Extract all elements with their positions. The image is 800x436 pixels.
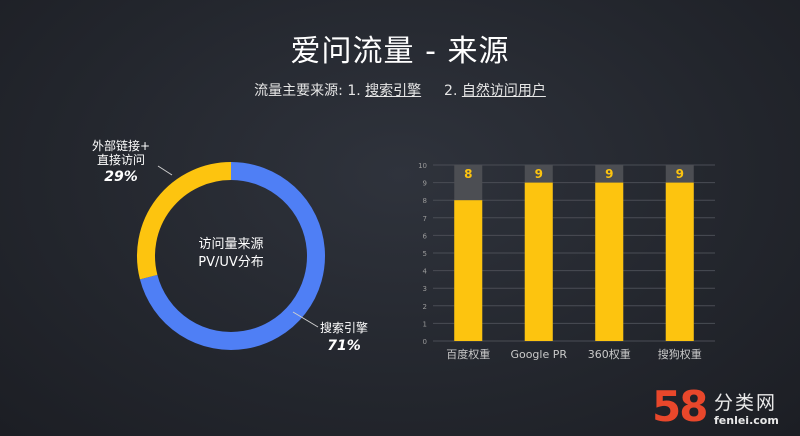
- slice-value-search: 71%: [327, 338, 361, 354]
- bar: [454, 200, 483, 341]
- y-tick-label: 10: [418, 162, 427, 170]
- bar: [524, 182, 553, 341]
- label-leader-external: [157, 165, 173, 176]
- slice-label-search: 搜索引擎: [320, 320, 368, 335]
- subtitle-prefix: 流量主要来源:: [254, 83, 343, 99]
- bar: [665, 182, 694, 341]
- x-category-label: 360权重: [588, 347, 631, 361]
- watermark-logo: 58 分类网 fenlei.com: [652, 382, 792, 434]
- bar-value-label: 8: [464, 167, 472, 181]
- donut-center-label-line1: 访问量来源: [198, 237, 263, 252]
- y-tick-label: 6: [423, 232, 428, 240]
- watermark-url: fenlei.com: [714, 414, 779, 427]
- watermark-number: 58: [652, 382, 708, 431]
- source-2-label: 自然访问用户: [461, 83, 546, 99]
- y-tick-label: 1: [423, 320, 427, 328]
- bar-value-label: 9: [535, 167, 543, 181]
- source-1-label: 搜索引擎: [365, 83, 422, 99]
- source-1-number: 1.: [347, 83, 361, 99]
- page-title: 爱问流量 - 来源: [290, 34, 510, 69]
- y-tick-label: 7: [423, 215, 427, 223]
- y-tick-label: 9: [423, 180, 427, 188]
- bar-value-label: 9: [605, 167, 613, 181]
- source-2-number: 2.: [444, 83, 458, 99]
- y-tick-label: 2: [423, 303, 427, 311]
- watermark-site-name: 分类网: [714, 392, 778, 414]
- slice-value-external: 29%: [104, 169, 138, 185]
- y-tick-label: 0: [423, 338, 427, 346]
- donut-slice-search-engine: [139, 162, 325, 350]
- donut-center-label-line2: PV/UV分布: [198, 255, 264, 270]
- y-tick-label: 3: [423, 285, 427, 293]
- slice-label-external-line1: 外部链接+: [92, 138, 150, 153]
- y-tick-label: 4: [423, 268, 428, 276]
- x-category-label: Google PR: [510, 348, 567, 361]
- donut-slice-external-direct: [137, 162, 232, 280]
- label-leader-search: [292, 311, 319, 328]
- x-category-label: 搜狗权重: [658, 347, 702, 361]
- bar-value-label: 9: [676, 167, 684, 181]
- subtitle: 流量主要来源: 1. 搜索引擎 2. 自然访问用户: [0, 80, 800, 100]
- y-tick-label: 5: [423, 250, 427, 258]
- slice-label-external-line2: 直接访问: [97, 152, 145, 167]
- y-tick-label: 8: [423, 197, 427, 205]
- bar: [595, 182, 624, 341]
- x-category-label: 百度权重: [446, 347, 490, 361]
